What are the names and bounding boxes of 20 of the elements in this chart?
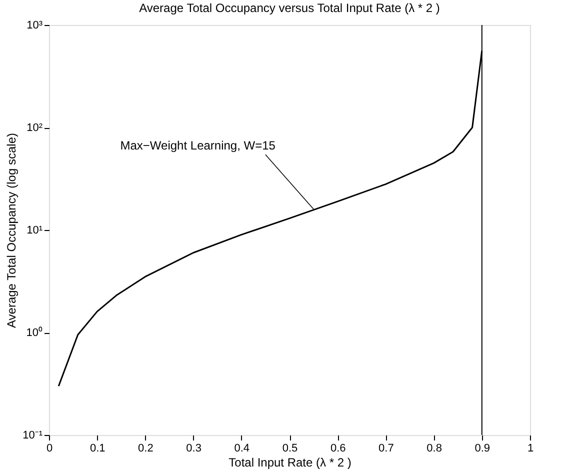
x-tick-label: 0.3 bbox=[186, 442, 202, 454]
y-tick-label: 10⁻¹ bbox=[22, 430, 43, 442]
annotation: Max−Weight Learning, W=15 bbox=[120, 138, 276, 153]
x-axis-title: Total Input Rate (λ * 2 ) bbox=[228, 456, 352, 470]
x-tick-label: 0.1 bbox=[90, 442, 106, 454]
x-tick-label: 0.6 bbox=[330, 442, 346, 454]
x-tick-label: 0.7 bbox=[378, 442, 394, 454]
x-tick-label: 0.2 bbox=[138, 442, 154, 454]
x-tick-label: 0.9 bbox=[474, 442, 490, 454]
chart-title: Average Total Occupancy versus Total Input Rate (λ * 2 ) bbox=[139, 1, 440, 15]
x-tick-label: 1 bbox=[527, 442, 534, 454]
x-tick-label: 0 bbox=[46, 442, 53, 454]
x-tick-label: 0.4 bbox=[234, 442, 250, 454]
y-tick-label: 10³ bbox=[26, 20, 43, 32]
x-tick-label: 0.8 bbox=[426, 442, 442, 454]
y-tick-label: 10² bbox=[26, 122, 43, 134]
y-tick-label: 10⁰ bbox=[26, 326, 42, 339]
x-tick-label: 0.5 bbox=[282, 442, 298, 454]
y-tick-label: 10¹ bbox=[26, 224, 43, 236]
y-axis-title: Average Total Occupancy (log scale) bbox=[4, 133, 19, 328]
